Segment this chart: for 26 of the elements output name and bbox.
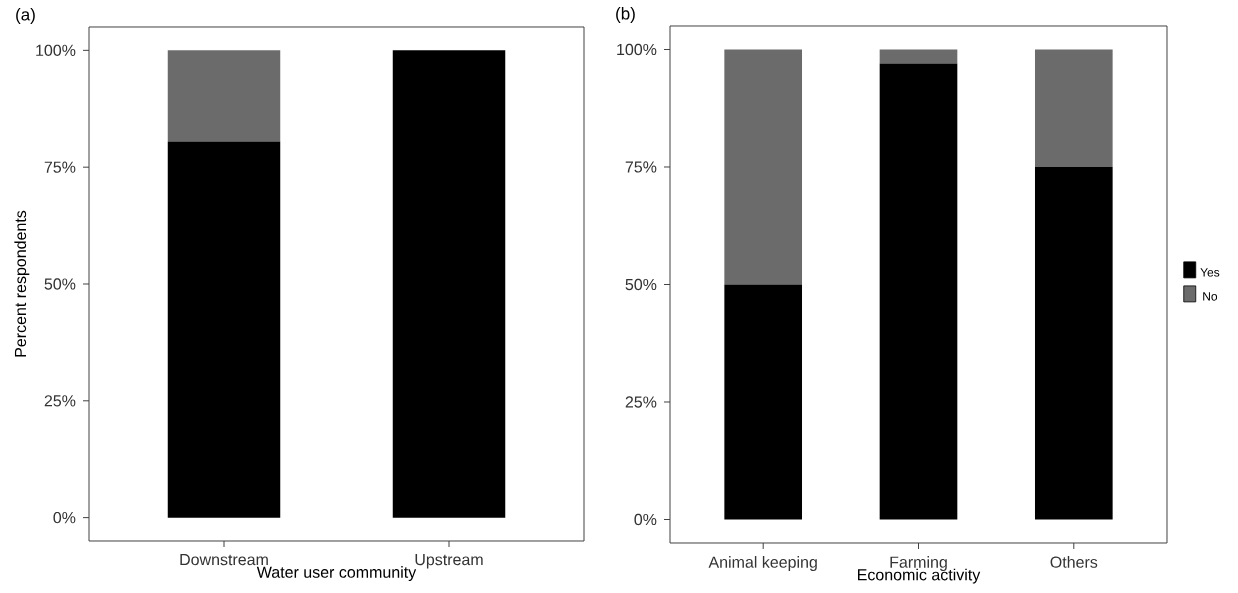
y-tick-label: 25% [44, 395, 76, 407]
y-tick-label: 75% [625, 161, 657, 173]
bar [724, 49, 803, 285]
y-tick-label: 0% [634, 513, 657, 526]
bar [1034, 49, 1113, 167]
x-axis-title: Water user community [256, 566, 417, 582]
bar [879, 63, 958, 520]
y-tick-label: 0% [53, 511, 76, 524]
y-tick-label: 50% [625, 278, 657, 291]
chart-title: (a) [16, 8, 35, 24]
bar [724, 284, 803, 520]
y-axis-title: Percent respondents [14, 210, 30, 357]
chart-title: (b) [616, 7, 635, 23]
y-tick-label: 50% [44, 278, 76, 290]
x-tick-label: Upstream [415, 554, 483, 569]
legend-label: Yes [1200, 268, 1220, 277]
y-tick-label: 75% [44, 161, 76, 173]
x-tick-label: Animal keeping [708, 556, 817, 571]
y-tick-label: 25% [625, 396, 657, 408]
bar [879, 49, 958, 64]
y-tick-label: 100% [617, 43, 657, 56]
legend-label: No [1203, 292, 1218, 301]
bar [1034, 166, 1113, 520]
x-tick-label: Others [1050, 556, 1098, 568]
y-tick-label: 100% [36, 44, 76, 57]
x-tick-label: Downstream [180, 554, 268, 566]
